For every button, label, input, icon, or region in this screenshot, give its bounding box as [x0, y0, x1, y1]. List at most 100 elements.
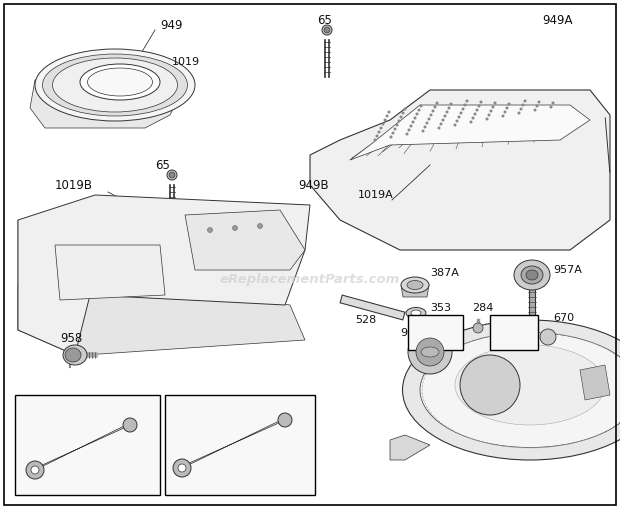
Circle shape — [386, 115, 389, 118]
Text: 387A: 387A — [430, 268, 459, 278]
Ellipse shape — [521, 266, 543, 284]
Circle shape — [178, 464, 186, 472]
Circle shape — [520, 107, 523, 110]
Circle shape — [458, 116, 461, 119]
Circle shape — [469, 121, 472, 124]
Ellipse shape — [65, 348, 81, 362]
Circle shape — [384, 119, 386, 122]
Circle shape — [405, 132, 409, 135]
Ellipse shape — [407, 280, 423, 290]
Text: 1019A: 1019A — [358, 190, 394, 200]
Circle shape — [518, 111, 521, 115]
Circle shape — [464, 103, 466, 106]
Circle shape — [425, 122, 428, 125]
Circle shape — [423, 126, 427, 128]
Circle shape — [407, 128, 410, 131]
Circle shape — [441, 119, 445, 122]
Bar — [490, 315, 538, 350]
Circle shape — [417, 108, 420, 111]
Circle shape — [408, 330, 452, 374]
Circle shape — [521, 103, 525, 106]
Circle shape — [169, 172, 175, 178]
Text: 670: 670 — [553, 313, 574, 323]
Text: 949A: 949A — [542, 14, 572, 26]
Circle shape — [450, 102, 453, 105]
Circle shape — [508, 102, 510, 105]
Circle shape — [399, 116, 402, 119]
Circle shape — [26, 461, 44, 479]
Circle shape — [324, 27, 330, 33]
Circle shape — [415, 112, 419, 116]
Circle shape — [428, 118, 430, 121]
Ellipse shape — [80, 64, 160, 100]
Circle shape — [402, 111, 404, 115]
Circle shape — [173, 459, 191, 477]
Ellipse shape — [87, 68, 153, 96]
Ellipse shape — [526, 270, 538, 280]
Circle shape — [208, 228, 213, 233]
Ellipse shape — [420, 332, 620, 447]
Circle shape — [477, 104, 481, 107]
Text: 601: 601 — [250, 483, 271, 493]
Text: 65: 65 — [317, 14, 332, 26]
Ellipse shape — [514, 260, 550, 290]
Circle shape — [31, 466, 39, 474]
Circle shape — [389, 135, 392, 138]
Circle shape — [379, 127, 383, 129]
Text: 949B: 949B — [298, 179, 329, 191]
Ellipse shape — [63, 345, 87, 365]
Polygon shape — [310, 90, 610, 250]
Circle shape — [232, 225, 237, 231]
Ellipse shape — [322, 25, 332, 35]
Circle shape — [487, 114, 490, 117]
Ellipse shape — [167, 170, 177, 180]
Text: 601: 601 — [95, 483, 116, 493]
Circle shape — [388, 110, 391, 114]
Text: 957A: 957A — [553, 265, 582, 275]
Polygon shape — [18, 220, 85, 355]
Text: 957: 957 — [400, 328, 421, 338]
Text: 1019: 1019 — [172, 57, 200, 67]
Polygon shape — [350, 105, 590, 160]
Polygon shape — [30, 65, 180, 128]
Circle shape — [471, 117, 474, 120]
Circle shape — [381, 123, 384, 126]
Text: 972: 972 — [424, 318, 447, 328]
Text: 284: 284 — [472, 303, 494, 313]
Text: 949: 949 — [160, 18, 182, 32]
Polygon shape — [580, 365, 610, 400]
Polygon shape — [185, 210, 305, 270]
Polygon shape — [55, 245, 165, 300]
Ellipse shape — [421, 347, 439, 357]
Circle shape — [490, 109, 492, 112]
Text: 65: 65 — [155, 158, 170, 172]
Circle shape — [416, 338, 444, 366]
Ellipse shape — [401, 277, 429, 293]
Circle shape — [456, 120, 459, 123]
Circle shape — [430, 114, 433, 117]
Text: 187A: 187A — [174, 397, 206, 407]
Circle shape — [473, 323, 483, 333]
Text: 1019B: 1019B — [55, 179, 93, 191]
Circle shape — [446, 110, 448, 114]
Text: 188: 188 — [502, 318, 526, 328]
Circle shape — [391, 131, 394, 134]
Bar — [165, 395, 315, 495]
Bar — [408, 315, 463, 350]
Circle shape — [422, 129, 425, 132]
Circle shape — [409, 125, 412, 127]
Circle shape — [373, 138, 376, 142]
Polygon shape — [401, 285, 429, 297]
Polygon shape — [18, 195, 310, 355]
Text: 187: 187 — [24, 397, 47, 407]
Circle shape — [414, 117, 417, 120]
Circle shape — [412, 121, 415, 124]
Circle shape — [448, 106, 451, 109]
Circle shape — [257, 223, 262, 229]
Text: 528: 528 — [355, 315, 376, 325]
Circle shape — [453, 124, 456, 127]
Bar — [15, 395, 160, 495]
Circle shape — [538, 100, 541, 103]
Circle shape — [433, 105, 436, 108]
Circle shape — [461, 107, 464, 110]
